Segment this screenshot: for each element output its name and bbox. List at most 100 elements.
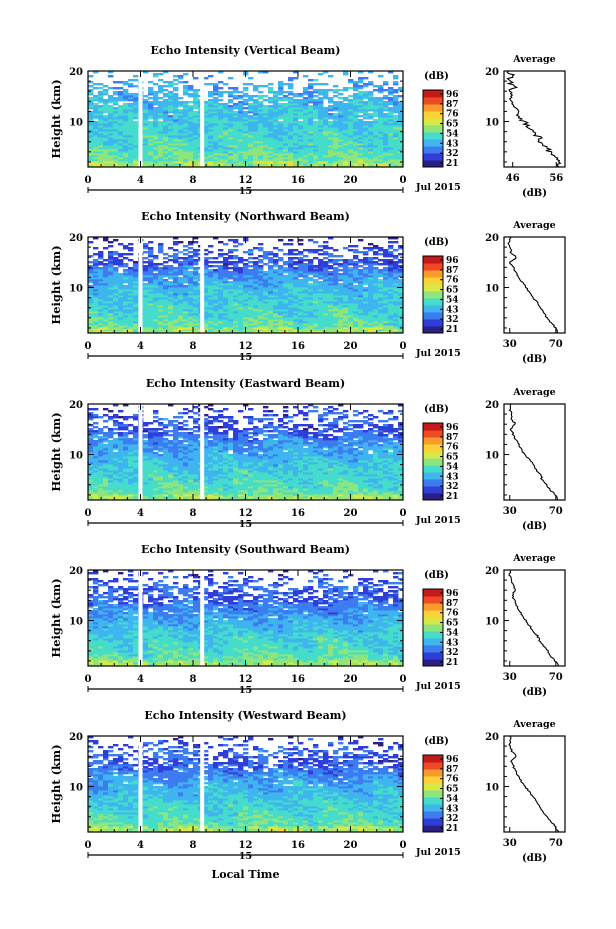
heatmap-cell [328, 147, 334, 150]
heatmap-cell [153, 109, 159, 112]
heatmap-cell [273, 123, 279, 126]
heatmap-cell [368, 81, 374, 84]
heatmap-cell [203, 119, 209, 122]
heatmap-cell [238, 153, 244, 156]
heatmap-cell [163, 303, 169, 306]
heatmap-cell [173, 163, 179, 166]
heatmap-cell [293, 165, 299, 168]
heatmap-cell [193, 93, 199, 96]
heatmap-cell [103, 321, 109, 324]
heatmap-cell [193, 259, 199, 262]
heatmap-cell [323, 141, 329, 144]
heatmap-cell [178, 141, 184, 144]
heatmap-cell [103, 151, 109, 154]
heatmap-cell [273, 331, 279, 334]
heatmap-cell [323, 327, 329, 330]
heatmap-cell [158, 121, 164, 124]
heatmap-cell [273, 147, 279, 150]
heatmap-cell [358, 153, 364, 156]
heatmap-cell [338, 269, 344, 272]
heatmap-cell [308, 133, 314, 136]
heatmap-cell [233, 327, 239, 330]
heatmap-cell [293, 95, 299, 98]
heatmap-cell [238, 267, 244, 270]
heatmap-cell [358, 319, 364, 322]
heatmap-cell [148, 325, 154, 328]
heatmap-cell [123, 103, 129, 106]
heatmap-cell [268, 325, 274, 328]
heatmap-cell [113, 159, 119, 162]
heatmap-cell [268, 251, 274, 254]
heatmap-cell [298, 107, 304, 110]
heatmap-cell [148, 303, 154, 306]
heatmap-cell [163, 143, 169, 146]
heatmap-cell [388, 115, 394, 118]
heatmap-cell [298, 117, 304, 120]
heatmap-cell [108, 117, 114, 120]
heatmap-cell [148, 107, 154, 110]
heatmap-cell [353, 93, 359, 96]
heatmap-cell [163, 115, 169, 118]
heatmap-cell [143, 243, 149, 246]
colorbar-segment [423, 160, 443, 168]
heatmap-cell [188, 311, 194, 314]
heatmap-cell [288, 159, 294, 162]
heatmap-cell [248, 319, 254, 322]
heatmap-cell [298, 165, 304, 168]
heatmap-cell [238, 135, 244, 138]
heatmap-cell [218, 91, 224, 94]
heatmap-cell [273, 105, 279, 108]
heatmap-cell [153, 321, 159, 324]
heatmap-cell [128, 327, 134, 330]
heatmap-cell [308, 307, 314, 310]
heatmap-cell [128, 325, 134, 328]
heatmap-cell [133, 165, 139, 168]
heatmap-cell [318, 113, 324, 116]
heatmap-cell [398, 107, 404, 110]
heatmap-cell [328, 141, 334, 144]
heatmap-cell [218, 133, 224, 136]
colorbar-segment [423, 139, 443, 147]
heatmap-cell [283, 313, 289, 316]
heatmap-cell [298, 105, 304, 108]
heatmap-cell [168, 281, 174, 284]
heatmap-cell [133, 309, 139, 312]
heatmap-cell [278, 85, 284, 88]
heatmap-cell [393, 321, 399, 324]
heatmap-cell [298, 163, 304, 166]
heatmap-cell [188, 139, 194, 142]
heatmap-cell [288, 143, 294, 146]
heatmap-cell [273, 307, 279, 310]
heatmap-cell [178, 77, 184, 80]
heatmap-cell [153, 97, 159, 100]
heatmap-cell [378, 99, 384, 102]
heatmap-cell [273, 327, 279, 330]
heatmap-cell [318, 131, 324, 134]
heatmap-cell [163, 323, 169, 326]
heatmap-cell [163, 313, 169, 316]
heatmap-cell [208, 127, 214, 130]
heatmap-cell [213, 163, 219, 166]
heatmap-cell [208, 317, 214, 320]
heatmap-cell [103, 123, 109, 126]
heatmap-cell [248, 265, 254, 268]
heatmap-cell [163, 93, 169, 96]
heatmap-cell [168, 159, 174, 162]
heatmap-cell [288, 315, 294, 318]
heatmap-cell [308, 101, 314, 104]
heatmap-cell [143, 329, 149, 332]
heatmap-cell [108, 321, 114, 324]
heatmap-cell [358, 301, 364, 304]
heatmap-cell [233, 111, 239, 114]
heatmap-cell [373, 147, 379, 150]
heatmap-cell [363, 267, 369, 270]
heatmap-cell [308, 93, 314, 96]
heatmap-cell [113, 163, 119, 166]
heatmap-cell [318, 109, 324, 112]
heatmap-cell [383, 151, 389, 154]
heatmap-cell [123, 319, 129, 322]
heatmap-cell [243, 317, 249, 320]
heatmap-cell [243, 143, 249, 146]
heatmap-cell [158, 327, 164, 330]
heatmap-cell [293, 139, 299, 142]
